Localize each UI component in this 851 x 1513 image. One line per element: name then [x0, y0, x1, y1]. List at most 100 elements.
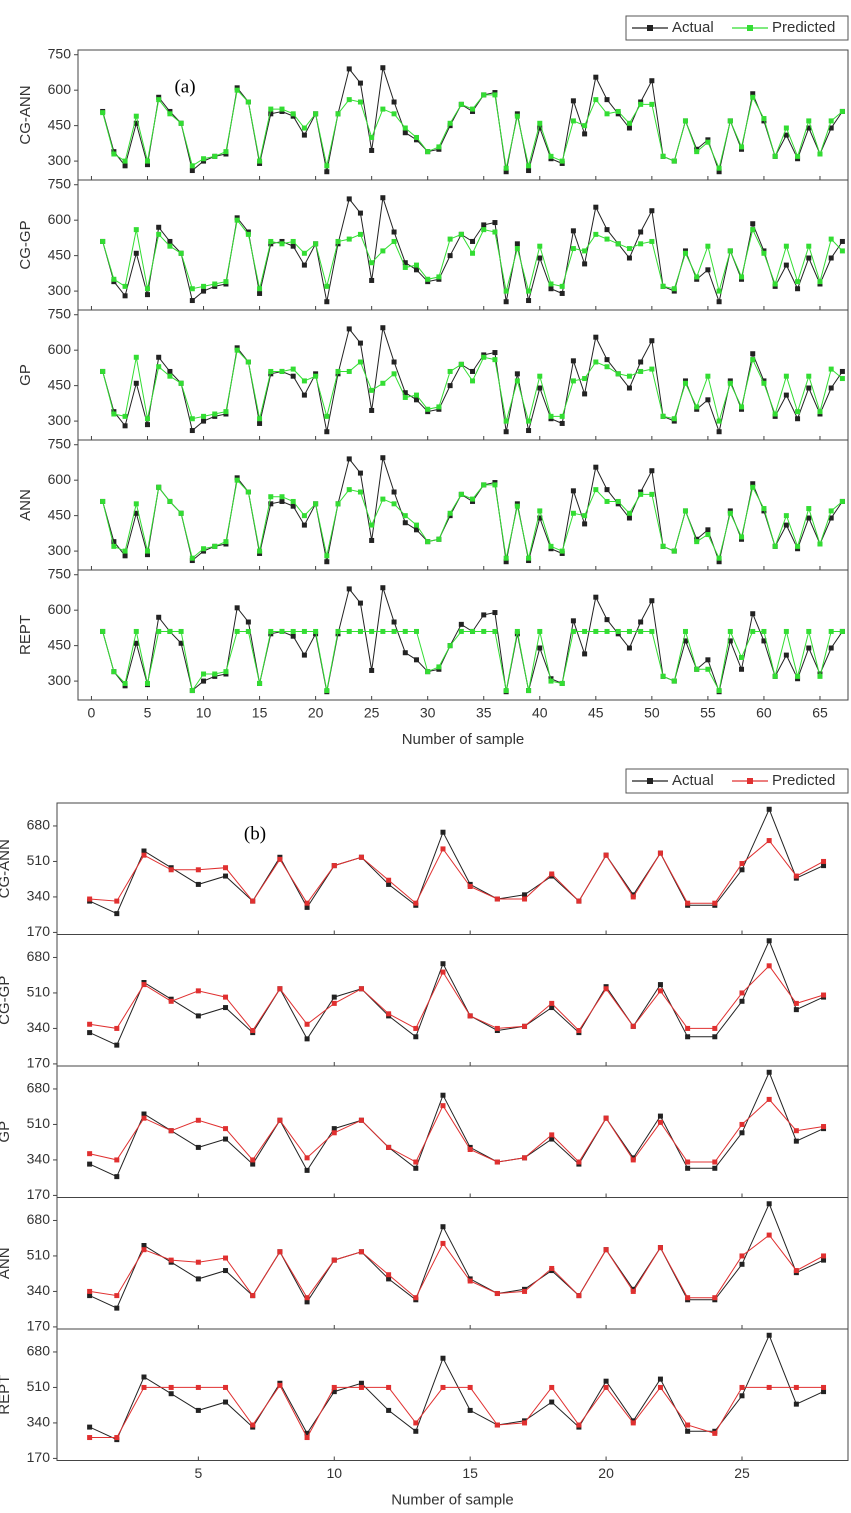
panel-frame [77, 49, 849, 181]
data-point [716, 299, 722, 305]
data-point [212, 281, 218, 287]
data-point [537, 628, 543, 634]
data-point [268, 494, 274, 500]
data-point [626, 373, 632, 379]
data-point [615, 241, 621, 247]
data-point [167, 628, 173, 634]
data-point [694, 274, 700, 280]
data-point [369, 277, 375, 283]
y-tick-label: 170 [27, 1318, 51, 1334]
data-point [133, 354, 139, 360]
data-point [761, 628, 767, 634]
data-point [649, 491, 655, 497]
data-point [828, 508, 834, 514]
data-point [682, 250, 688, 256]
data-point [111, 669, 117, 675]
data-point [346, 196, 352, 202]
data-point [795, 416, 801, 422]
data-point [331, 1000, 337, 1006]
data-point [201, 288, 207, 294]
data-point [447, 368, 453, 374]
data-point [766, 963, 772, 969]
data-point [304, 1435, 310, 1441]
data-point [447, 643, 453, 649]
data-point [582, 628, 588, 634]
data-point [290, 503, 296, 509]
data-point [114, 1025, 120, 1031]
data-point [436, 274, 442, 280]
data-point [257, 548, 263, 554]
data-point [245, 489, 251, 495]
data-point [705, 532, 711, 538]
data-point [178, 640, 184, 646]
data-point [447, 383, 453, 389]
data-point [369, 387, 375, 393]
data-point [257, 416, 263, 422]
data-point [369, 147, 375, 153]
data-point [593, 359, 599, 365]
data-point [156, 628, 162, 634]
data-point [122, 293, 128, 299]
data-point [657, 988, 663, 994]
data-point [346, 586, 352, 592]
data-point [582, 123, 588, 129]
data-point [301, 522, 307, 528]
data-point [402, 130, 408, 136]
data-point [144, 286, 150, 292]
data-point [559, 680, 565, 686]
data-point [649, 598, 655, 604]
data-point [750, 481, 756, 487]
data-point [304, 1155, 310, 1161]
data-point [739, 867, 745, 873]
data-point [346, 66, 352, 72]
data-point [195, 1407, 201, 1413]
data-point [739, 1121, 745, 1127]
data-point [821, 992, 827, 998]
data-point [682, 628, 688, 634]
data-point [402, 394, 408, 400]
data-point [522, 1288, 528, 1294]
legend-marker [647, 778, 653, 784]
data-point [144, 292, 150, 298]
data-point [537, 373, 543, 379]
data-point [189, 286, 195, 292]
data-point [357, 210, 363, 216]
data-point [357, 80, 363, 86]
y-axis-label: REPT [0, 1375, 13, 1415]
data-point [750, 611, 756, 617]
data-point [257, 158, 263, 164]
data-point [178, 380, 184, 386]
data-point [114, 1042, 120, 1048]
data-point [458, 628, 464, 634]
panel-frame [56, 1197, 849, 1330]
y-axis-label: ANN [0, 1247, 13, 1279]
x-tick-label: 55 [700, 705, 716, 721]
data-point [712, 1034, 718, 1040]
data-point [223, 1399, 229, 1405]
data-point [522, 1420, 528, 1426]
data-point [549, 1005, 555, 1011]
data-point [279, 368, 285, 374]
x-tick-label: 20 [308, 705, 324, 721]
data-point [806, 118, 812, 124]
legend-marker [647, 25, 653, 31]
data-point [144, 680, 150, 686]
data-point [133, 113, 139, 119]
data-point [638, 368, 644, 374]
data-point [570, 628, 576, 634]
data-point [603, 1378, 609, 1384]
data-point [716, 555, 722, 561]
x-axis-label: Number of sample [402, 731, 525, 748]
data-point [346, 236, 352, 242]
data-point [386, 877, 392, 883]
data-point [391, 99, 397, 105]
data-point [638, 101, 644, 107]
data-point [212, 153, 218, 159]
data-point [380, 106, 386, 112]
data-point [141, 1374, 147, 1380]
data-point [783, 628, 789, 634]
data-point [467, 1384, 473, 1390]
data-point [447, 253, 453, 259]
data-point [223, 873, 229, 879]
x-tick-label: 0 [88, 705, 96, 721]
